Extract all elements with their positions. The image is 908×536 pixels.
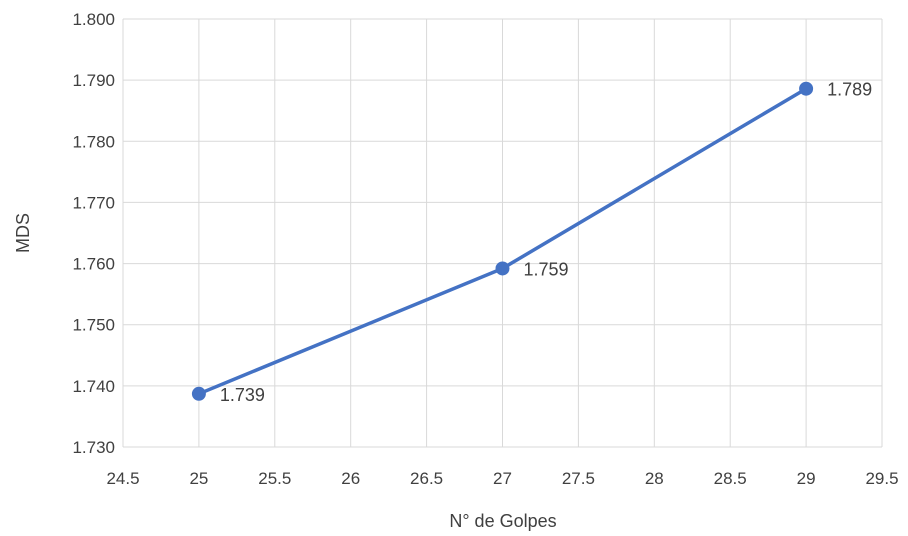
x-axis: 24.5 25 25.5 26 26.5 27 27.5 28 28.5 29 29.5: [106, 469, 898, 488]
y-axis-title: MDS: [13, 213, 33, 253]
x-tick-label: 27: [493, 469, 512, 488]
data-point: [799, 81, 814, 96]
y-tick-label: 1.740: [72, 377, 115, 396]
data-label: 1.789: [827, 80, 872, 100]
grid: [122, 18, 883, 448]
x-tick-label: 29: [797, 469, 816, 488]
x-axis-title: N° de Golpes: [449, 511, 556, 531]
y-tick-label: 1.760: [72, 255, 115, 274]
x-tick-label: 26: [341, 469, 360, 488]
x-tick-label: 29.5: [865, 469, 898, 488]
y-tick-label: 1.770: [72, 193, 115, 212]
y-tick-label: 1.800: [72, 10, 115, 29]
data-label: 1.759: [524, 259, 569, 279]
x-tick-label: 24.5: [106, 469, 139, 488]
y-tick-label: 1.780: [72, 132, 115, 151]
y-tick-label: 1.730: [72, 438, 115, 457]
y-axis: 1.730 1.740 1.750 1.760 1.770 1.780 1.790 1.800: [72, 10, 115, 457]
x-tick-label: 26.5: [410, 469, 443, 488]
x-tick-label: 25.5: [258, 469, 291, 488]
data-point: [495, 261, 510, 276]
y-tick-label: 1.790: [72, 71, 115, 90]
data-label: 1.739: [220, 385, 265, 405]
x-tick-label: 27.5: [562, 469, 595, 488]
x-tick-label: 28.5: [714, 469, 747, 488]
series: 1.739 1.759 1.789: [191, 80, 872, 405]
y-tick-label: 1.750: [72, 316, 115, 335]
data-point: [191, 386, 206, 401]
x-tick-label: 25: [189, 469, 208, 488]
x-tick-label: 28: [645, 469, 664, 488]
